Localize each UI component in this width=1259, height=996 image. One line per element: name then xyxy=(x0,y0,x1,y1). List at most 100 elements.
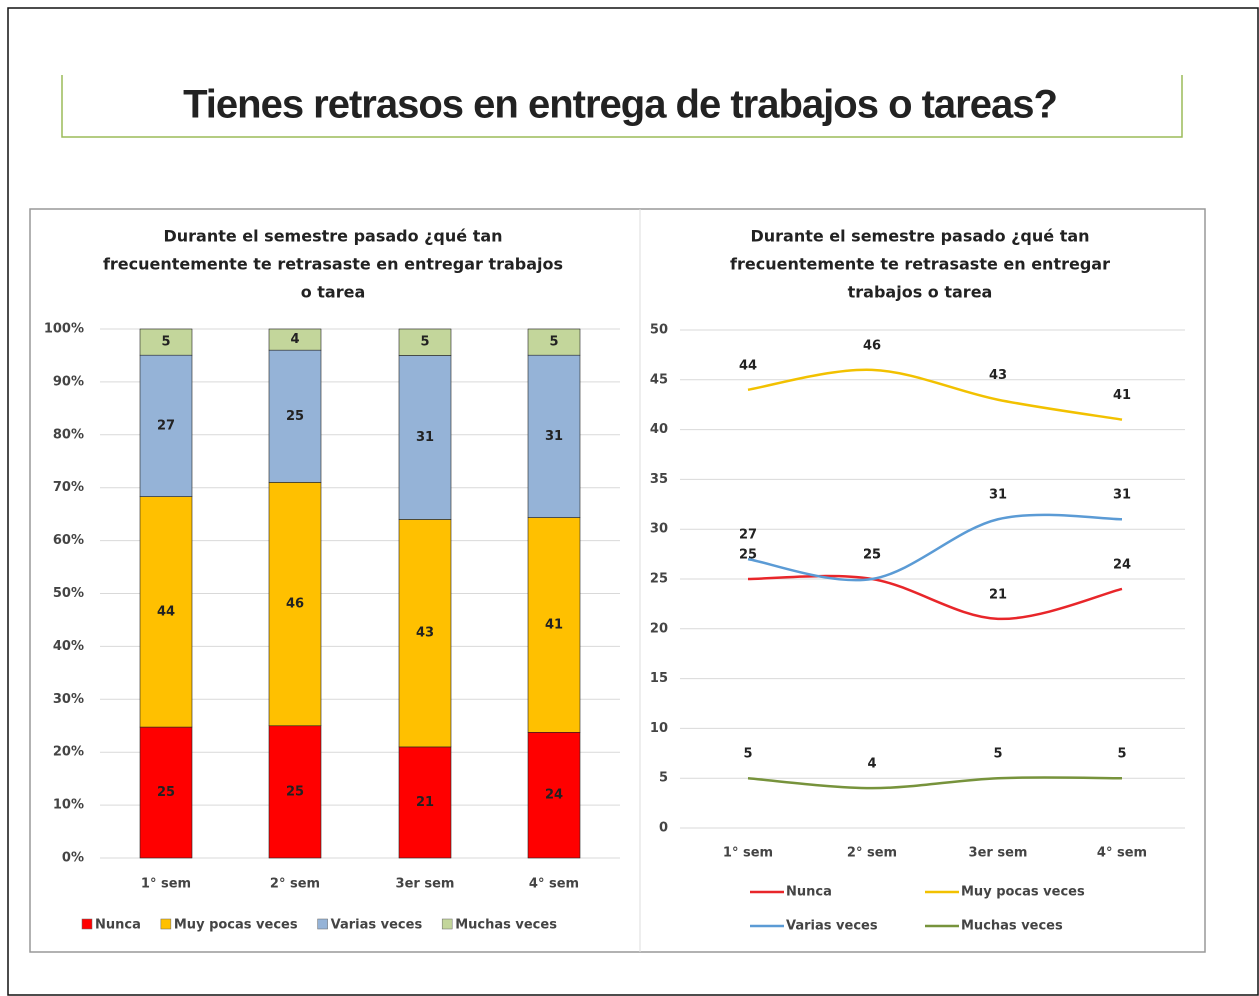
legend-label: Muy pocas veces xyxy=(174,918,298,933)
chart-panel xyxy=(29,208,1206,953)
legend-label: Nunca xyxy=(95,918,141,933)
bar-segment xyxy=(268,349,322,483)
legend-label: Nunca xyxy=(786,885,832,900)
y-tick-label: 30% xyxy=(53,692,84,707)
bar-segment xyxy=(398,519,452,748)
data-label: 21 xyxy=(416,795,434,810)
data-label: 5 xyxy=(549,335,558,350)
data-label: 25 xyxy=(157,785,175,800)
x-tick-label: 1° sem xyxy=(723,846,773,861)
data-label: 44 xyxy=(739,358,757,373)
data-label: 5 xyxy=(420,335,429,350)
y-tick-label: 15 xyxy=(650,671,668,686)
bar-segment xyxy=(139,726,193,859)
legend-swatch xyxy=(441,918,453,930)
data-label: 43 xyxy=(416,626,434,641)
data-label: 4 xyxy=(867,757,876,772)
y-tick-label: 10 xyxy=(650,721,668,736)
data-label: 5 xyxy=(1117,747,1126,762)
x-tick-label: 2° sem xyxy=(270,877,320,892)
bar-segment xyxy=(527,517,581,733)
y-tick-label: 60% xyxy=(53,533,84,548)
y-tick-label: 40% xyxy=(53,639,84,654)
series-line xyxy=(747,513,1123,582)
bar-segment xyxy=(268,725,322,859)
x-tick-label: 2° sem xyxy=(847,846,897,861)
y-tick-label: 25 xyxy=(650,572,668,587)
bar-segment xyxy=(139,328,193,356)
y-tick-label: 5 xyxy=(659,771,668,786)
data-label: 43 xyxy=(989,368,1007,383)
title-frame xyxy=(61,75,1183,138)
bar-segment xyxy=(268,482,322,727)
slide-title: Tienes retrasos en entrega de trabajos o… xyxy=(183,83,1057,127)
data-label: 41 xyxy=(1113,388,1131,403)
bar-segment xyxy=(527,328,581,356)
data-label: 46 xyxy=(863,338,881,353)
chart-title: Durante el semestre pasado ¿qué tan xyxy=(750,227,1089,246)
data-label: 31 xyxy=(416,430,434,445)
data-label: 24 xyxy=(545,788,563,803)
legend-label: Muchas veces xyxy=(455,918,557,933)
chart-title: trabajos o tarea xyxy=(848,283,993,302)
data-label: 21 xyxy=(989,587,1007,602)
y-tick-label: 90% xyxy=(53,374,84,389)
data-label: 25 xyxy=(286,409,304,424)
y-tick-label: 80% xyxy=(53,427,84,442)
legend-label: Varias veces xyxy=(786,919,878,934)
chart-title: frecuentemente te retrasaste en entregar xyxy=(730,255,1110,274)
data-label: 41 xyxy=(545,617,563,632)
y-tick-label: 50 xyxy=(650,323,668,338)
bar-segment xyxy=(398,328,452,356)
series-line xyxy=(747,776,1123,790)
x-tick-label: 4° sem xyxy=(1097,846,1147,861)
data-label: 46 xyxy=(286,597,304,612)
series-line xyxy=(747,574,1123,621)
bar-segment xyxy=(398,355,452,520)
legend-swatch xyxy=(317,918,328,930)
x-tick-label: 1° sem xyxy=(141,877,191,892)
y-tick-label: 30 xyxy=(650,522,668,537)
chart-title: o tarea xyxy=(301,283,366,302)
y-tick-label: 20 xyxy=(650,621,668,636)
data-label: 31 xyxy=(1113,488,1131,503)
data-label: 5 xyxy=(743,747,752,762)
y-tick-label: 35 xyxy=(650,472,668,487)
data-label: 24 xyxy=(1113,557,1131,572)
y-tick-label: 20% xyxy=(53,745,84,760)
y-tick-label: 100% xyxy=(44,322,84,337)
data-label: 44 xyxy=(157,604,175,619)
data-label: 5 xyxy=(161,335,170,350)
legend-swatch xyxy=(160,918,172,930)
data-label: 27 xyxy=(157,418,175,433)
y-tick-label: 70% xyxy=(53,480,84,495)
bar-segment xyxy=(398,746,452,859)
y-tick-label: 0 xyxy=(659,821,668,836)
y-tick-label: 0% xyxy=(62,851,84,866)
y-tick-label: 10% xyxy=(53,798,84,813)
data-label: 25 xyxy=(286,784,304,799)
data-label: 31 xyxy=(545,429,563,444)
data-label: 5 xyxy=(993,747,1002,762)
bar-segment xyxy=(139,354,193,497)
x-tick-label: 3er sem xyxy=(969,846,1028,861)
y-tick-label: 50% xyxy=(53,586,84,601)
bar-segment xyxy=(527,354,581,518)
data-label: 25 xyxy=(863,548,881,563)
chart-title: frecuentemente te retrasaste en entregar… xyxy=(103,255,563,274)
y-tick-label: 45 xyxy=(650,372,668,387)
data-label: 27 xyxy=(739,528,757,543)
chart-title: Durante el semestre pasado ¿qué tan xyxy=(163,227,502,246)
legend-label: Muy pocas veces xyxy=(961,885,1085,900)
x-tick-label: 3er sem xyxy=(396,877,455,892)
x-tick-label: 4° sem xyxy=(529,877,579,892)
bar-segment xyxy=(527,731,581,859)
data-label: 25 xyxy=(863,548,881,563)
legend-label: Muchas veces xyxy=(961,919,1063,934)
y-tick-label: 40 xyxy=(650,422,668,437)
data-label: 31 xyxy=(989,488,1007,503)
bar-segment xyxy=(139,496,193,728)
data-label: 4 xyxy=(290,332,299,347)
legend-swatch xyxy=(81,918,93,930)
